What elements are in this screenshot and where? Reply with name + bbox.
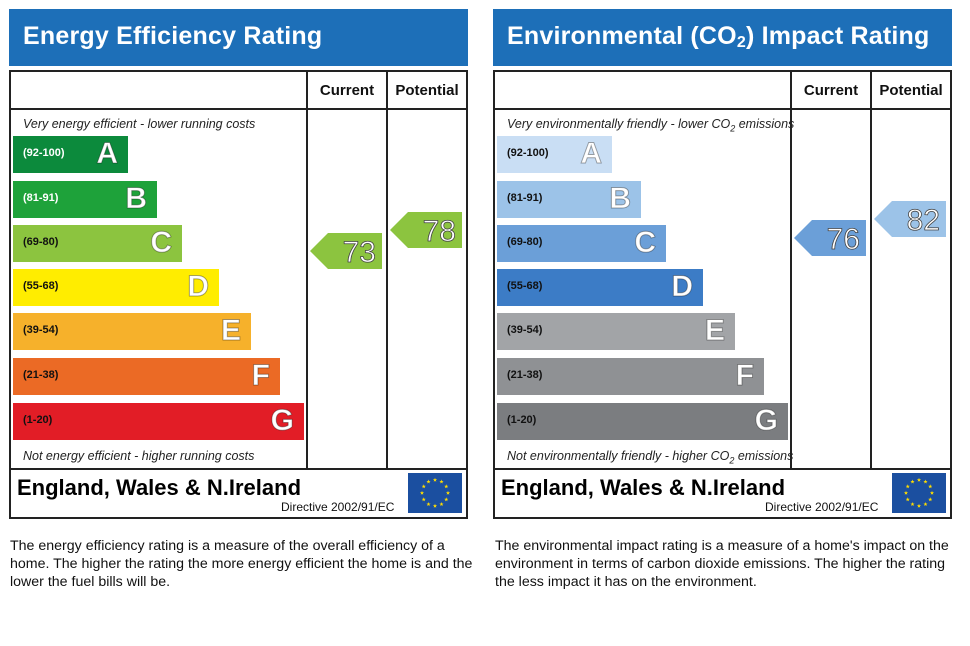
top-note: Very environmentally friendly - lower CO…	[507, 117, 795, 134]
energy-efficiency-title: Energy Efficiency Rating	[23, 22, 323, 50]
band-range-label: (1-20)	[507, 414, 537, 426]
header-divider	[495, 108, 950, 110]
eu-flag-icon	[408, 473, 462, 513]
bottom-note: Not energy efficient - higher running co…	[23, 449, 255, 463]
potential-rating-value: 82	[907, 204, 940, 237]
current-rating-arrow: 73	[310, 232, 382, 269]
potential-rating-arrow: 82	[874, 201, 946, 238]
band-letter: D	[671, 270, 694, 304]
column-divider	[306, 72, 308, 468]
band-range-label: (55-68)	[23, 280, 59, 292]
energy-efficiency-chart-box: Current Potential Very energy efficient …	[9, 70, 468, 519]
energy-efficiency-header: Energy Efficiency Rating	[9, 9, 468, 66]
current-rating-value: 76	[827, 223, 860, 256]
energy-efficiency-panel: Energy Efficiency Rating Current Potenti…	[9, 9, 468, 519]
current-column-header: Current	[803, 82, 859, 99]
band-letter: C	[634, 226, 657, 260]
band-c: (69-80) C	[497, 225, 666, 262]
column-divider	[386, 72, 388, 468]
band-b: (81-91) B	[497, 181, 641, 218]
band-range-label: (69-80)	[23, 236, 59, 248]
potential-rating-arrow: 78	[390, 211, 462, 248]
environmental-impact-header: Environmental (CO2) Impact Rating	[493, 9, 952, 66]
current-column-header: Current	[319, 82, 375, 99]
potential-rating-value: 78	[423, 215, 456, 248]
band-letter: E	[704, 314, 725, 348]
band-range-label: (21-38)	[507, 369, 543, 381]
band-d: (55-68) D	[497, 269, 703, 306]
band-e: (39-54) E	[13, 313, 251, 350]
potential-column-header: Potential	[879, 82, 943, 99]
band-letter: B	[125, 182, 148, 216]
band-f: (21-38) F	[13, 358, 280, 395]
band-letter: G	[754, 404, 778, 438]
band-d: (55-68) D	[13, 269, 219, 306]
band-letter: C	[150, 226, 173, 260]
band-f: (21-38) F	[497, 358, 764, 395]
header-divider	[11, 108, 466, 110]
current-rating-arrow: 76	[794, 220, 866, 256]
potential-column-header: Potential	[395, 82, 459, 99]
band-letter: B	[609, 182, 632, 216]
band-letter: E	[220, 314, 241, 348]
band-b: (81-91) B	[13, 181, 157, 218]
environmental-impact-title: Environmental (CO2) Impact Rating	[507, 22, 930, 51]
region-label: England, Wales & N.Ireland	[17, 475, 302, 500]
band-g: (1-20) G	[497, 403, 788, 440]
band-range-label: (92-100)	[507, 147, 549, 159]
band-g: (1-20) G	[13, 403, 304, 440]
top-note: Very energy efficient - lower running co…	[23, 117, 256, 131]
environmental-impact-description: The environmental impact rating is a mea…	[495, 538, 949, 590]
band-letter: A	[96, 137, 119, 171]
band-range-label: (81-91)	[23, 192, 59, 204]
band-range-label: (81-91)	[507, 192, 543, 204]
band-range-label: (39-54)	[507, 324, 543, 336]
energy-efficiency-description: The energy efficiency rating is a measur…	[10, 538, 473, 590]
band-range-label: (1-20)	[23, 414, 53, 426]
directive-label: Directive 2002/91/EC	[765, 500, 879, 514]
eu-flag-icon	[892, 473, 946, 513]
band-range-label: (69-80)	[507, 236, 543, 248]
current-rating-value: 73	[343, 236, 376, 269]
region-label: England, Wales & N.Ireland	[501, 475, 786, 500]
band-a: (92-100) A	[497, 136, 612, 173]
band-letter: F	[251, 359, 270, 393]
band-letter: A	[580, 137, 603, 171]
band-range-label: (55-68)	[507, 280, 543, 292]
column-divider	[790, 72, 792, 468]
band-range-label: (21-38)	[23, 369, 59, 381]
environmental-impact-panel: Environmental (CO2) Impact Rating Curren…	[493, 9, 952, 519]
band-c: (69-80) C	[13, 225, 182, 262]
environmental-impact-chart-box: Current Potential Very environmentally f…	[493, 70, 952, 519]
directive-label: Directive 2002/91/EC	[281, 500, 395, 514]
footer-divider	[11, 468, 466, 470]
footer-divider	[495, 468, 950, 470]
band-letter: D	[187, 270, 210, 304]
column-divider	[870, 72, 872, 468]
band-a: (92-100) A	[13, 136, 128, 173]
band-letter: F	[735, 359, 754, 393]
band-range-label: (39-54)	[23, 324, 59, 336]
bottom-note: Not environmentally friendly - higher CO…	[507, 449, 794, 466]
band-e: (39-54) E	[497, 313, 735, 350]
band-letter: G	[270, 404, 294, 438]
band-range-label: (92-100)	[23, 147, 65, 159]
